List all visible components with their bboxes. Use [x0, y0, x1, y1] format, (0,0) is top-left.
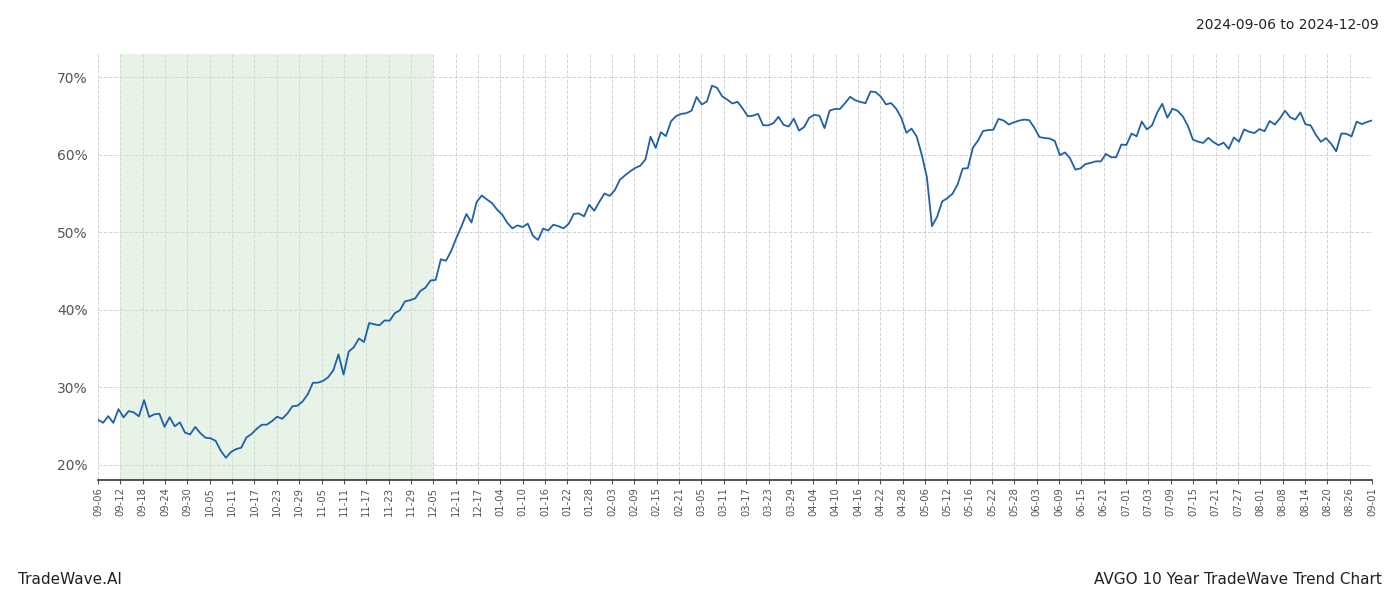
Text: TradeWave.AI: TradeWave.AI [18, 572, 122, 587]
Text: 2024-09-06 to 2024-12-09: 2024-09-06 to 2024-12-09 [1196, 18, 1379, 32]
Text: AVGO 10 Year TradeWave Trend Chart: AVGO 10 Year TradeWave Trend Chart [1093, 572, 1382, 587]
Bar [120, 54, 433, 480]
